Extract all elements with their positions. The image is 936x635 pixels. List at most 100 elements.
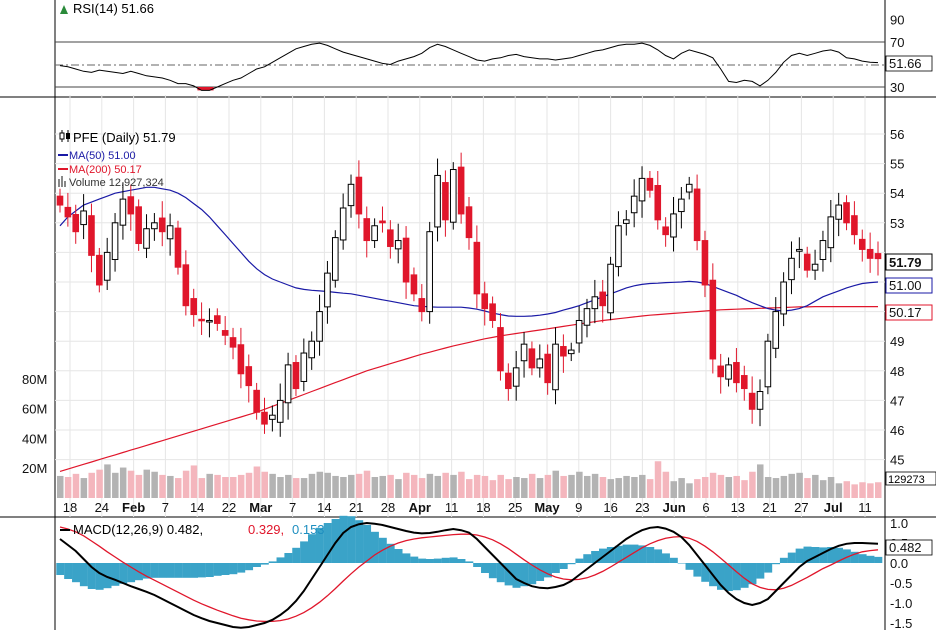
volume-bar	[875, 482, 882, 498]
x-tick-label: 21	[349, 500, 363, 515]
volume-bar	[812, 474, 819, 498]
macd-histogram-bar	[520, 563, 529, 587]
ma200-legend: MA(200) 50.17	[69, 164, 142, 176]
macd-histogram-bar	[402, 553, 411, 563]
candle-body	[536, 358, 544, 369]
macd-histogram-bar	[72, 563, 81, 583]
macd-histogram-bar	[764, 563, 773, 573]
candle-body	[284, 364, 292, 404]
macd-histogram-bar	[457, 559, 466, 563]
macd-histogram-bar	[575, 558, 584, 563]
rsi-value-tag: 51.66	[885, 55, 933, 72]
macd-histogram-bar	[732, 563, 741, 591]
volume-bar	[222, 477, 229, 498]
volume-bar	[694, 479, 701, 498]
candle-body	[874, 253, 882, 260]
ma50-line	[59, 186, 879, 317]
volume-bar	[167, 475, 174, 498]
x-tick-label: 16	[603, 500, 617, 515]
price-panel: PFE (Daily) 51.79 MA(50) 51.00 MA(200) 5…	[22, 127, 936, 515]
macd-histogram-bar	[685, 563, 694, 570]
candle-body	[740, 375, 748, 390]
macd-histogram-bar	[64, 563, 73, 579]
volume-bar	[733, 475, 740, 498]
x-tick-label: Apr	[409, 500, 431, 515]
x-tick-label: 27	[794, 500, 808, 515]
candle-body	[835, 204, 842, 220]
volume-bar	[96, 469, 103, 498]
macd-histogram-bar	[245, 563, 254, 571]
volume-bar	[772, 478, 780, 498]
ma200-value-label: 50.17	[889, 305, 922, 320]
macd-histogram-bar	[819, 547, 828, 563]
volume-bar	[804, 478, 811, 498]
macd-tick-label: -1.0	[890, 596, 912, 611]
candle-body	[426, 231, 433, 313]
candle-body	[135, 206, 142, 245]
candle-body	[206, 319, 213, 323]
macd-histogram-bar	[504, 563, 513, 586]
candle-body	[308, 340, 315, 359]
rsi-label: RSI(14) 51.66	[73, 1, 154, 16]
macd-histogram-bar	[441, 557, 450, 563]
volume-bar	[410, 474, 418, 498]
volume-bar	[300, 478, 308, 498]
volume-bar	[64, 477, 72, 498]
macd-histogram-bar	[197, 563, 206, 578]
candle-body	[198, 318, 205, 322]
volume-bar	[741, 480, 748, 498]
candle-body	[772, 311, 780, 349]
volume-bar	[670, 481, 677, 498]
candle-body	[174, 227, 182, 268]
volume-bar	[591, 473, 599, 498]
candle-body	[756, 391, 764, 410]
volume-bar	[662, 471, 670, 498]
macd-value-label: 0.482	[889, 540, 922, 555]
volume-bar	[143, 469, 151, 498]
ma200-value-box	[885, 304, 933, 321]
candle-body	[339, 207, 347, 241]
macd-histogram-bar	[787, 552, 796, 563]
candle-body	[292, 362, 300, 390]
candle-body	[599, 291, 607, 307]
macd-histogram-bar	[79, 563, 88, 587]
x-tick-label: 23	[635, 500, 649, 515]
candle-body	[261, 411, 268, 425]
macd-histogram-bar	[213, 563, 222, 576]
volume-legend: Volume 12,927,324	[69, 177, 164, 189]
volume-bar	[599, 477, 607, 498]
x-tick-label: 18	[63, 500, 77, 515]
volume-bars	[57, 461, 882, 498]
macd-histogram-bar	[646, 547, 655, 563]
volume-bar	[835, 483, 843, 498]
x-tick-label: 6	[702, 500, 709, 515]
volume-bar	[418, 478, 426, 498]
candle-body	[410, 274, 418, 295]
candle-body	[512, 367, 520, 387]
price-title: PFE (Daily) 51.79	[73, 130, 176, 145]
price-tick-label: 49	[890, 334, 904, 349]
macd-histogram-bar	[284, 553, 293, 563]
macd-histogram-bar	[496, 563, 505, 583]
candle-body	[575, 319, 583, 344]
candle-body	[685, 183, 693, 193]
candle-body	[80, 210, 87, 226]
macd-histogram-bar	[842, 549, 851, 563]
candle-body	[733, 362, 740, 384]
macd-histogram-bar	[95, 563, 104, 590]
triangle-icon	[60, 5, 68, 14]
macd-label: MACD(12,26,9) 0.482,	[73, 522, 203, 537]
candle-body	[300, 352, 308, 382]
macd-histogram-bar	[874, 556, 883, 563]
macd-histogram-bar	[756, 563, 765, 579]
volume-bar	[827, 477, 835, 498]
candle-body	[638, 177, 646, 202]
volume-bar	[780, 475, 788, 498]
candle-body	[811, 263, 819, 271]
macd-signal-label: 0.329,	[248, 522, 284, 537]
macd-histogram-bar	[127, 563, 136, 583]
volume-bar	[340, 477, 347, 498]
macd-histogram-bar	[339, 515, 348, 563]
macd-histogram-bar	[473, 563, 482, 567]
candle-body	[654, 185, 662, 221]
